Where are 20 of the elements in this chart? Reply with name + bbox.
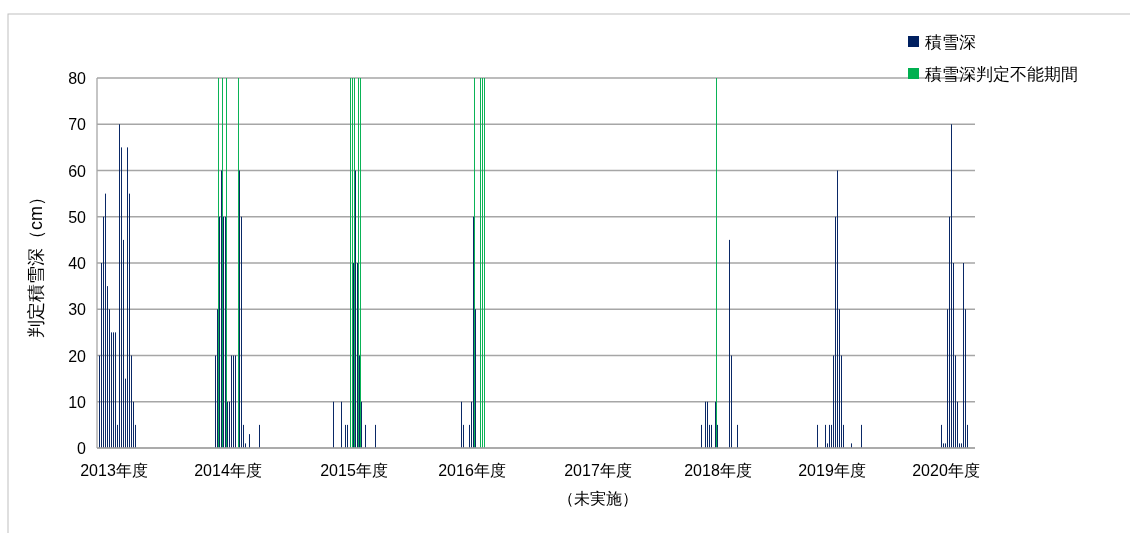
legend-label: 積雪深	[925, 33, 976, 52]
x-tick-label: 2018年度	[684, 462, 752, 479]
y-tick-label: 40	[68, 255, 87, 272]
x-tick-label: 2015年度	[320, 462, 388, 479]
legend-label: 積雪深判定不能期間	[925, 65, 1078, 84]
x-tick-label: 2017年度（未実施）	[558, 462, 638, 507]
x-tick-label: 2013年度	[80, 462, 148, 479]
y-axis-title: 判定積雪深（cm）	[26, 188, 46, 338]
y-tick-label: 0	[77, 440, 87, 457]
y-tick-label: 60	[68, 162, 87, 180]
x-tick-label: 2016年度	[438, 462, 506, 479]
y-tick-label: 10	[68, 393, 87, 411]
y-tick-label: 50	[68, 208, 87, 226]
x-tick-label: 2019年度	[798, 462, 866, 479]
y-tick-label: 80	[68, 70, 87, 87]
y-tick-label: 20	[68, 347, 87, 365]
x-tick-label: 2020年度	[912, 462, 980, 479]
y-tick-label: 70	[68, 116, 87, 134]
x-tick-label: 2014年度	[194, 462, 262, 479]
y-tick-label: 30	[68, 301, 87, 319]
